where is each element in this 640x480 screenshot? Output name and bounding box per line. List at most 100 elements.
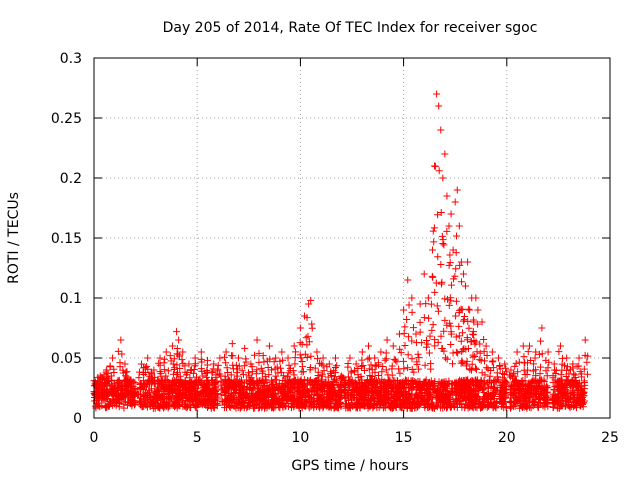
data-point xyxy=(396,369,404,377)
background-point xyxy=(211,391,219,399)
background-point xyxy=(193,384,201,392)
background-point xyxy=(165,386,173,394)
x-tick-label: 15 xyxy=(395,430,413,446)
data-point xyxy=(545,358,553,366)
background-point xyxy=(256,395,264,403)
data-point xyxy=(173,371,181,379)
background-point xyxy=(403,404,411,412)
data-point xyxy=(455,222,463,230)
data-point xyxy=(313,348,321,356)
background-point xyxy=(284,393,292,401)
data-point xyxy=(383,336,391,344)
x-tick-label: 0 xyxy=(90,430,99,446)
background-point xyxy=(535,382,543,390)
background-point xyxy=(128,402,136,410)
background-point xyxy=(300,401,308,409)
data-point xyxy=(422,343,430,351)
data-point xyxy=(168,342,176,350)
background-point xyxy=(382,384,390,392)
background-point xyxy=(489,399,497,407)
data-point xyxy=(447,210,455,218)
data-point xyxy=(261,373,269,381)
background-point xyxy=(271,391,279,399)
background-point xyxy=(425,404,433,412)
data-point xyxy=(156,368,164,376)
data-point xyxy=(459,359,467,367)
background-point xyxy=(401,376,409,384)
data-point xyxy=(580,365,588,373)
background-point xyxy=(496,387,504,395)
background-point xyxy=(478,400,486,408)
background-point xyxy=(222,387,230,395)
background-point xyxy=(329,377,337,385)
data-point xyxy=(427,300,435,308)
data-point xyxy=(330,367,338,375)
background-point xyxy=(564,399,572,407)
background-point xyxy=(262,376,270,384)
data-point xyxy=(133,390,141,398)
data-point xyxy=(445,222,453,230)
data-point xyxy=(333,362,341,370)
data-point xyxy=(197,348,205,356)
data-point xyxy=(416,318,424,326)
data-point xyxy=(162,372,170,380)
background-point xyxy=(555,398,563,406)
background-point xyxy=(229,381,237,389)
data-point xyxy=(174,350,182,358)
background-point xyxy=(170,386,178,394)
background-point xyxy=(525,403,533,411)
background-point xyxy=(521,401,529,409)
data-point xyxy=(412,330,420,338)
data-point xyxy=(161,355,169,363)
background-point xyxy=(477,404,485,412)
data-point xyxy=(147,368,155,376)
data-point xyxy=(371,362,379,370)
background-point xyxy=(217,381,225,389)
data-point xyxy=(532,372,540,380)
data-point xyxy=(443,192,451,200)
background-point xyxy=(291,384,299,392)
background-point xyxy=(342,378,350,386)
background-point xyxy=(424,390,432,398)
background-point xyxy=(567,381,575,389)
data-point xyxy=(314,355,322,363)
background-point xyxy=(393,394,401,402)
background-point xyxy=(286,386,294,394)
background-point xyxy=(233,400,241,408)
background-point xyxy=(344,396,352,404)
data-point xyxy=(405,301,413,309)
background-point xyxy=(436,395,444,403)
background-point xyxy=(475,385,483,393)
background-point xyxy=(174,400,182,408)
background-point xyxy=(440,384,448,392)
background-point xyxy=(214,395,222,403)
background-point xyxy=(303,386,311,394)
data-point xyxy=(298,357,306,365)
data-point xyxy=(304,332,312,340)
data-point xyxy=(446,259,454,267)
background-point xyxy=(318,388,326,396)
data-point xyxy=(532,366,540,374)
data-point xyxy=(523,371,531,379)
background-point xyxy=(155,386,163,394)
data-point xyxy=(445,301,453,309)
background-point xyxy=(378,392,386,400)
background-point xyxy=(149,399,157,407)
data-point xyxy=(176,372,184,380)
data-point xyxy=(446,251,454,259)
background-point xyxy=(202,388,210,396)
background-point xyxy=(103,382,111,390)
data-point xyxy=(173,361,181,369)
background-point xyxy=(533,401,541,409)
data-point xyxy=(526,342,534,350)
data-point xyxy=(473,348,481,356)
data-point xyxy=(468,366,476,374)
background-point xyxy=(368,384,376,392)
data-point xyxy=(430,238,438,246)
data-point xyxy=(378,368,386,376)
background-point xyxy=(95,399,103,407)
data-point xyxy=(190,366,198,374)
background-point xyxy=(189,397,197,405)
data-point xyxy=(272,354,280,362)
data-point xyxy=(266,355,274,363)
